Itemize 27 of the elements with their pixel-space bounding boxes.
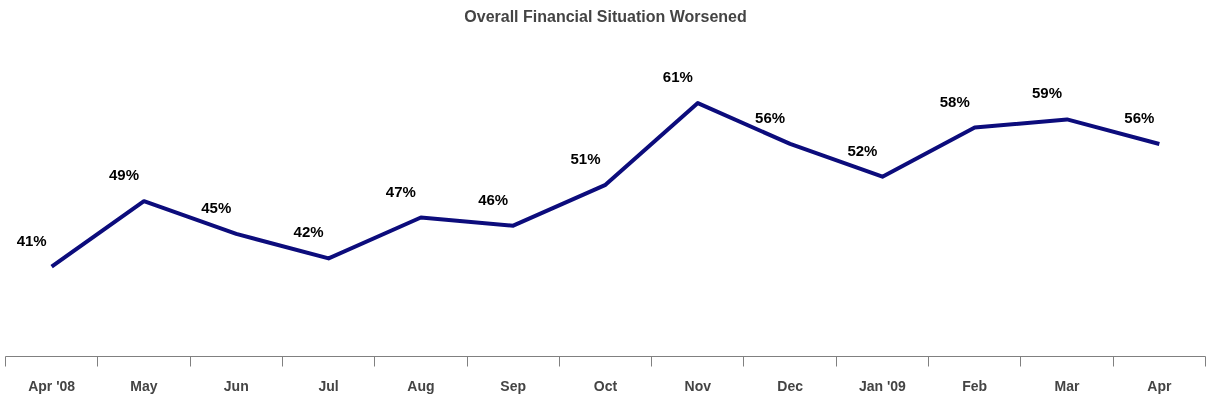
x-tick-label: Apr '08 (28, 377, 76, 394)
data-label: 41% (16, 231, 47, 249)
data-label: 49% (108, 166, 139, 184)
data-label: 42% (293, 223, 324, 241)
x-tick-label: May (130, 377, 158, 394)
x-tick-label: Jan '09 (858, 377, 907, 394)
x-tick-label: Jul (318, 377, 339, 394)
data-label: 56% (1124, 108, 1155, 126)
x-tick-label: Feb (962, 377, 988, 394)
x-tick-label: Mar (1054, 377, 1081, 394)
data-label: 61% (662, 68, 693, 86)
x-tick-label: Nov (684, 377, 712, 394)
x-tick-label: Aug (407, 377, 435, 394)
data-label: 59% (1032, 84, 1063, 102)
data-label: 58% (939, 92, 970, 110)
data-label: 51% (570, 149, 601, 167)
x-tick-label: Apr (1147, 377, 1172, 394)
x-tick-label: Dec (777, 377, 804, 394)
data-label: 46% (478, 190, 509, 208)
x-tick-label: Oct (593, 377, 618, 394)
data-label: 56% (755, 108, 786, 126)
data-label: 45% (201, 198, 232, 216)
data-label: 47% (385, 182, 416, 200)
x-tick-label: Sep (500, 377, 527, 394)
x-tick-label: Jun (223, 377, 249, 394)
data-label: 52% (847, 141, 878, 159)
chart-title: Overall Financial Situation Worsened (464, 7, 747, 25)
